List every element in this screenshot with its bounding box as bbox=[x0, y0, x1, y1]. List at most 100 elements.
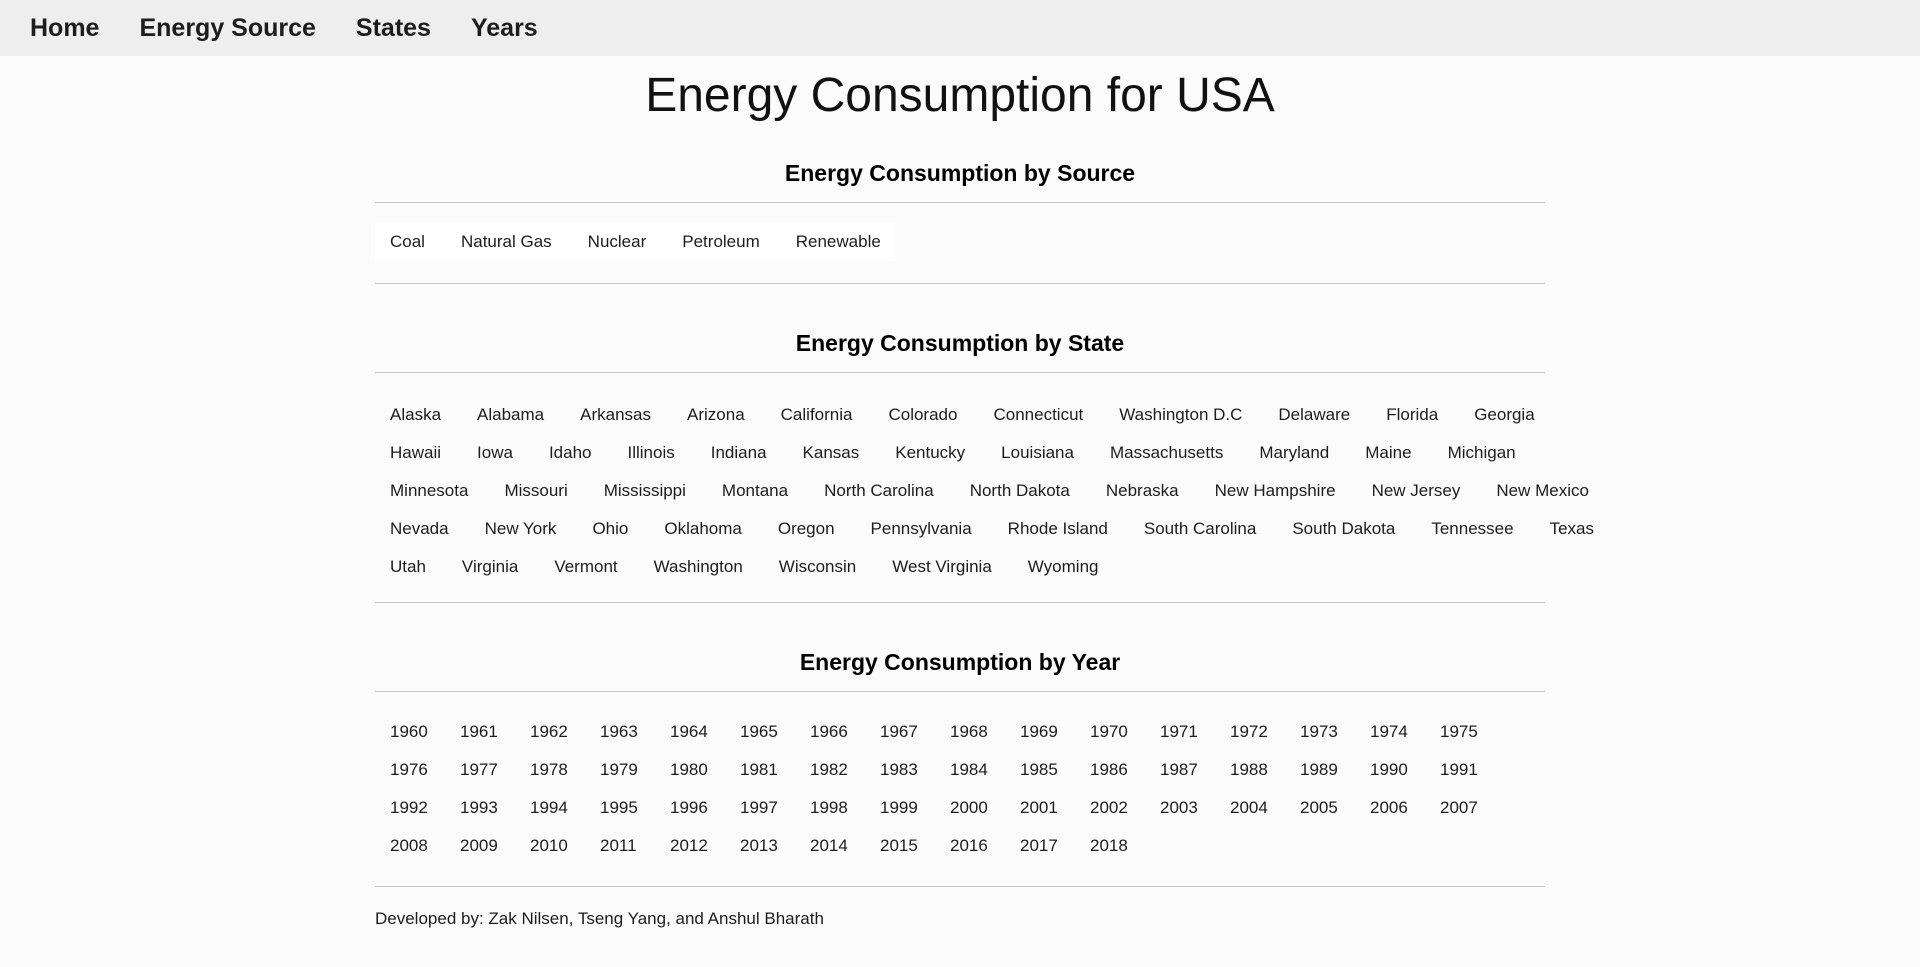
nav-link[interactable]: Home bbox=[30, 13, 100, 42]
year-link[interactable]: 1999 bbox=[880, 798, 918, 817]
source-link[interactable]: Nuclear bbox=[587, 232, 647, 251]
year-link[interactable]: 2010 bbox=[530, 836, 568, 855]
state-link[interactable]: Louisiana bbox=[1001, 443, 1074, 462]
year-link[interactable]: 1963 bbox=[600, 722, 638, 741]
state-link[interactable]: Ohio bbox=[592, 519, 629, 538]
year-link[interactable]: 1970 bbox=[1090, 722, 1128, 741]
year-link[interactable]: 2015 bbox=[880, 836, 918, 855]
state-link[interactable]: Virginia bbox=[461, 557, 519, 576]
year-link[interactable]: 2008 bbox=[390, 836, 428, 855]
state-link[interactable]: Idaho bbox=[548, 443, 592, 462]
state-link[interactable]: Maryland bbox=[1259, 443, 1330, 462]
year-link[interactable]: 1976 bbox=[390, 760, 428, 779]
state-link[interactable]: Wisconsin bbox=[778, 557, 857, 576]
year-link[interactable]: 1977 bbox=[460, 760, 498, 779]
state-link[interactable]: Vermont bbox=[554, 557, 618, 576]
year-link[interactable]: 1988 bbox=[1230, 760, 1268, 779]
state-link[interactable]: Florida bbox=[1386, 405, 1439, 424]
state-link[interactable]: Delaware bbox=[1278, 405, 1351, 424]
state-link[interactable]: Nebraska bbox=[1105, 481, 1179, 500]
year-link[interactable]: 1980 bbox=[670, 760, 708, 779]
year-link[interactable]: 1982 bbox=[810, 760, 848, 779]
year-link[interactable]: 1978 bbox=[530, 760, 568, 779]
year-link[interactable]: 1973 bbox=[1300, 722, 1338, 741]
state-link[interactable]: Minnesota bbox=[390, 481, 469, 500]
nav-link[interactable]: Energy Source bbox=[139, 13, 316, 42]
year-link[interactable]: 2011 bbox=[600, 836, 637, 855]
year-link[interactable]: 1969 bbox=[1020, 722, 1058, 741]
year-link[interactable]: 1987 bbox=[1160, 760, 1198, 779]
year-link[interactable]: 1983 bbox=[880, 760, 918, 779]
year-link[interactable]: 2004 bbox=[1230, 798, 1268, 817]
state-link[interactable]: Alaska bbox=[390, 405, 442, 424]
year-link[interactable]: 2016 bbox=[950, 836, 988, 855]
state-link[interactable]: New Jersey bbox=[1371, 481, 1461, 500]
state-link[interactable]: Rhode Island bbox=[1007, 519, 1108, 538]
year-link[interactable]: 1991 bbox=[1440, 760, 1478, 779]
state-link[interactable]: New Hampshire bbox=[1214, 481, 1336, 500]
year-link[interactable]: 1981 bbox=[740, 760, 778, 779]
year-link[interactable]: 2003 bbox=[1160, 798, 1198, 817]
state-link[interactable]: South Dakota bbox=[1292, 519, 1396, 538]
year-link[interactable]: 2018 bbox=[1090, 836, 1128, 855]
year-link[interactable]: 2001 bbox=[1020, 798, 1058, 817]
state-link[interactable]: Kansas bbox=[802, 443, 860, 462]
source-link[interactable]: Renewable bbox=[795, 232, 881, 251]
year-link[interactable]: 1996 bbox=[670, 798, 708, 817]
year-link[interactable]: 1997 bbox=[740, 798, 778, 817]
year-link[interactable]: 2012 bbox=[670, 836, 708, 855]
source-link[interactable]: Natural Gas bbox=[460, 232, 552, 251]
state-link[interactable]: Arizona bbox=[687, 405, 745, 424]
state-link[interactable]: North Dakota bbox=[969, 481, 1070, 500]
year-link[interactable]: 1979 bbox=[600, 760, 638, 779]
year-link[interactable]: 1984 bbox=[950, 760, 988, 779]
state-link[interactable]: Washington D.C bbox=[1119, 405, 1243, 424]
year-link[interactable]: 1961 bbox=[460, 722, 498, 741]
state-link[interactable]: Illinois bbox=[627, 443, 675, 462]
nav-link[interactable]: Years bbox=[470, 13, 538, 42]
state-link[interactable]: South Carolina bbox=[1143, 519, 1257, 538]
year-link[interactable]: 1986 bbox=[1090, 760, 1128, 779]
state-link[interactable]: Washington bbox=[653, 557, 743, 576]
source-link[interactable]: Petroleum bbox=[682, 232, 760, 251]
year-link[interactable]: 2009 bbox=[460, 836, 498, 855]
year-link[interactable]: 1965 bbox=[740, 722, 778, 741]
year-link[interactable]: 1985 bbox=[1020, 760, 1058, 779]
year-link[interactable]: 1960 bbox=[390, 722, 428, 741]
year-link[interactable]: 1994 bbox=[530, 798, 568, 817]
year-link[interactable]: 1968 bbox=[950, 722, 988, 741]
source-link[interactable]: Coal bbox=[390, 232, 425, 251]
state-link[interactable]: North Carolina bbox=[824, 481, 934, 500]
state-link[interactable]: Oregon bbox=[777, 519, 835, 538]
year-link[interactable]: 1998 bbox=[810, 798, 848, 817]
year-link[interactable]: 2000 bbox=[950, 798, 988, 817]
nav-link[interactable]: States bbox=[355, 13, 431, 42]
year-link[interactable]: 1989 bbox=[1300, 760, 1338, 779]
year-link[interactable]: 1967 bbox=[880, 722, 918, 741]
year-link[interactable]: 1995 bbox=[600, 798, 638, 817]
state-link[interactable]: Missouri bbox=[504, 481, 568, 500]
year-link[interactable]: 1992 bbox=[390, 798, 428, 817]
state-link[interactable]: Hawaii bbox=[390, 443, 442, 462]
state-link[interactable]: Maine bbox=[1365, 443, 1412, 462]
state-link[interactable]: Arkansas bbox=[580, 405, 652, 424]
year-link[interactable]: 1972 bbox=[1230, 722, 1268, 741]
state-link[interactable]: Alabama bbox=[477, 405, 545, 424]
state-link[interactable]: Indiana bbox=[710, 443, 767, 462]
state-link[interactable]: Kentucky bbox=[895, 443, 966, 462]
year-link[interactable]: 2005 bbox=[1300, 798, 1338, 817]
state-link[interactable]: Nevada bbox=[390, 519, 449, 538]
year-link[interactable]: 2014 bbox=[810, 836, 848, 855]
year-link[interactable]: 1975 bbox=[1440, 722, 1478, 741]
year-link[interactable]: 2002 bbox=[1090, 798, 1128, 817]
year-link[interactable]: 1966 bbox=[810, 722, 848, 741]
state-link[interactable]: Iowa bbox=[477, 443, 513, 462]
state-link[interactable]: Montana bbox=[721, 481, 789, 500]
state-link[interactable]: Michigan bbox=[1447, 443, 1516, 462]
state-link[interactable]: Utah bbox=[390, 557, 426, 576]
year-link[interactable]: 2007 bbox=[1440, 798, 1478, 817]
state-link[interactable]: California bbox=[780, 405, 853, 424]
state-link[interactable]: West Virginia bbox=[892, 557, 992, 576]
year-link[interactable]: 1962 bbox=[530, 722, 568, 741]
year-link[interactable]: 2013 bbox=[740, 836, 778, 855]
